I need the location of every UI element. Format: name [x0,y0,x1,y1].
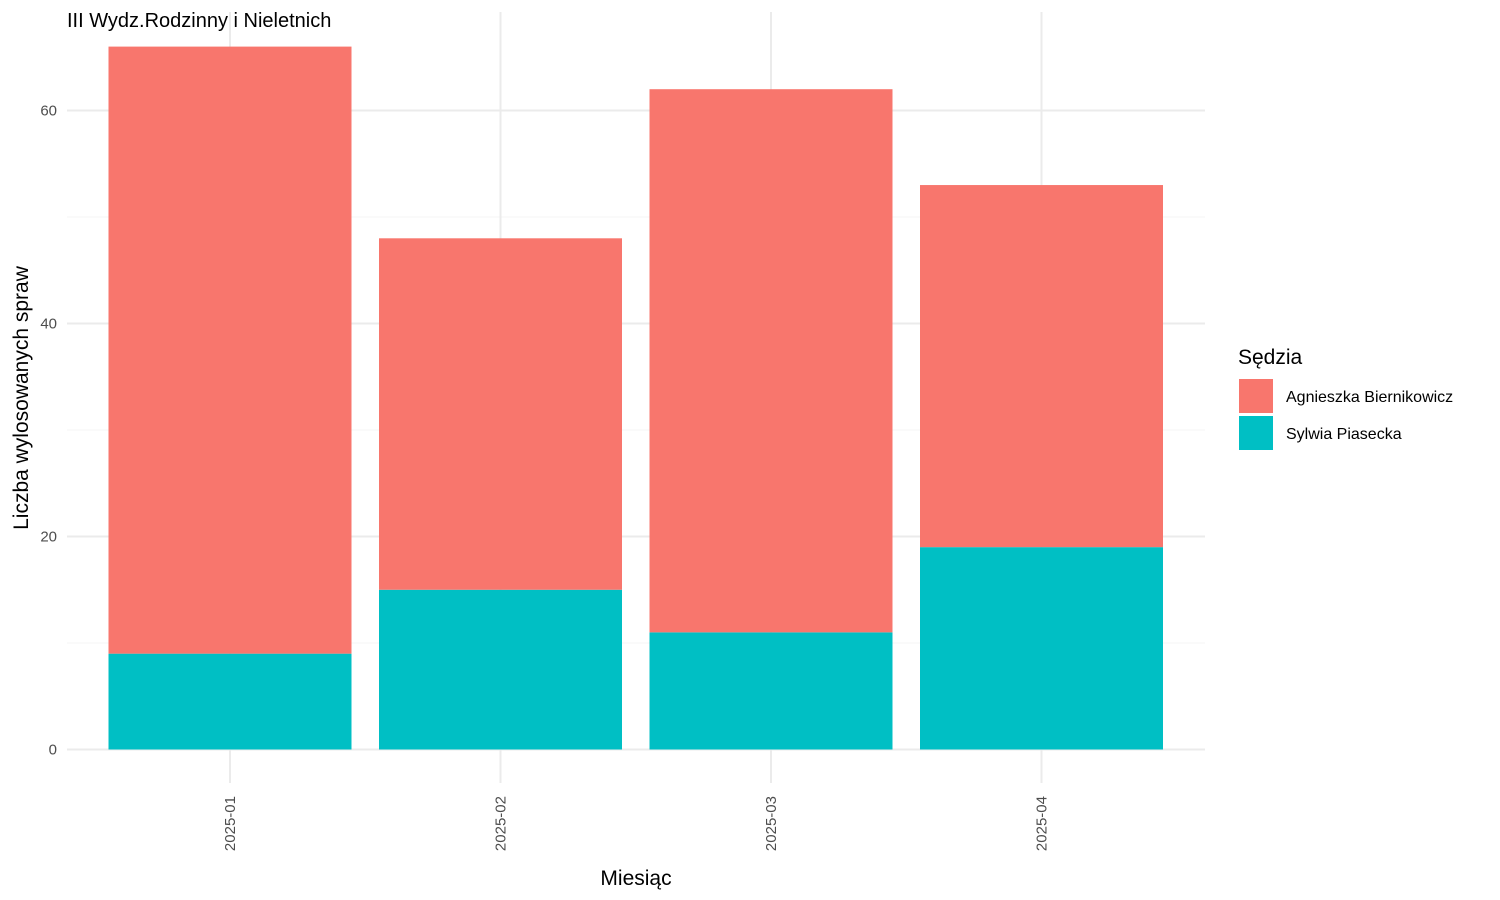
y-axis-title: Liczba wylosowanych spraw [10,265,33,530]
y-tick-label: 20 [40,529,57,546]
bar-segment-agnieszka-biernikowicz-2025-03 [649,89,893,633]
y-axis-ticks: 0 20 40 60 [40,103,57,759]
bar-segment-sylwia-piasecka-2025-01 [108,653,352,750]
bar-segment-sylwia-piasecka-2025-02 [379,589,622,750]
x-tick-label: 2025-03 [763,796,780,851]
y-tick-label: 60 [40,103,57,120]
x-tick-label: 2025-02 [493,796,510,851]
legend: Sędzia Agnieszka Biernikowicz Sylwia Pias… [1238,346,1453,450]
legend-swatch-agnieszka-biernikowicz [1239,379,1273,413]
chart-title: III Wydz.Rodzinny i Nieletnich [67,10,331,32]
x-tick-label: 2025-01 [222,796,239,851]
y-tick-label: 40 [40,316,57,333]
legend-label-sylwia-piasecka: Sylwia Piasecka [1286,426,1402,443]
bar-segment-sylwia-piasecka-2025-03 [649,632,893,750]
legend-label-agnieszka-biernikowicz: Agnieszka Biernikowicz [1286,389,1453,406]
x-axis-title: Miesiąc [600,867,671,890]
bar-segment-sylwia-piasecka-2025-04 [920,547,1163,750]
legend-title: Sędzia [1238,346,1303,369]
bar-segment-agnieszka-biernikowicz-2025-02 [379,238,622,590]
legend-swatch-sylwia-piasecka [1239,416,1273,450]
bars [108,46,1163,750]
bar-segment-agnieszka-biernikowicz-2025-04 [920,185,1163,548]
y-tick-label: 0 [49,742,57,759]
x-tick-label: 2025-04 [1034,796,1051,851]
x-axis-ticks: 2025-01 2025-02 2025-03 2025-04 [222,796,1051,851]
bar-segment-agnieszka-biernikowicz-2025-01 [108,46,352,654]
